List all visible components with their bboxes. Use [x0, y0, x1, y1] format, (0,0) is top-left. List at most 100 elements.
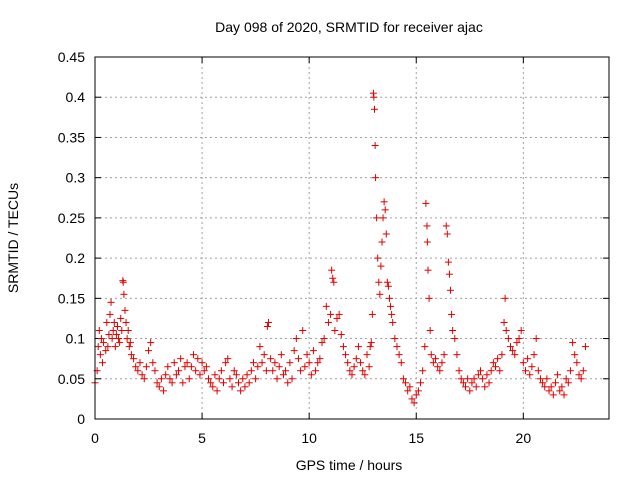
data-point	[126, 339, 134, 347]
y-tick-label: 0.3	[66, 170, 86, 186]
data-point	[365, 363, 373, 371]
data-point	[309, 347, 317, 355]
y-tick-label: 0	[77, 411, 85, 427]
data-point	[541, 383, 549, 391]
data-point	[249, 359, 257, 367]
data-point	[187, 363, 195, 371]
y-tick-label: 0.05	[58, 371, 85, 387]
data-point	[440, 351, 448, 359]
data-point	[305, 359, 313, 367]
data-points	[91, 89, 589, 407]
data-point	[100, 339, 108, 347]
data-point	[379, 214, 387, 222]
data-point	[172, 371, 180, 379]
data-point	[107, 298, 115, 306]
data-point	[322, 302, 330, 310]
data-point	[282, 367, 290, 375]
data-point	[299, 327, 307, 335]
data-point	[205, 375, 213, 383]
data-point	[408, 395, 416, 403]
data-point	[142, 363, 150, 371]
data-point	[198, 359, 206, 367]
x-tick-label: 10	[301, 430, 317, 446]
data-point	[124, 327, 132, 335]
data-point	[155, 383, 163, 391]
data-point	[406, 383, 414, 391]
data-point	[363, 351, 371, 359]
data-point	[455, 367, 463, 375]
data-point	[312, 367, 320, 375]
data-point	[118, 327, 126, 335]
data-point	[521, 367, 529, 375]
data-point	[232, 371, 240, 379]
data-point	[297, 367, 305, 375]
data-point	[234, 379, 242, 387]
data-point	[372, 174, 380, 182]
data-point	[103, 318, 111, 326]
data-point	[442, 222, 450, 230]
data-point	[368, 310, 376, 318]
data-point	[247, 367, 255, 375]
data-point	[378, 238, 386, 246]
data-point	[121, 306, 129, 314]
data-point	[254, 363, 262, 371]
data-point	[168, 379, 176, 387]
data-point	[517, 327, 525, 335]
data-point	[328, 266, 336, 274]
data-point	[438, 359, 446, 367]
data-point	[284, 379, 292, 387]
data-point	[543, 375, 551, 383]
data-point	[423, 238, 431, 246]
data-point	[374, 254, 382, 262]
data-point	[506, 343, 514, 351]
data-point	[181, 363, 189, 371]
data-point	[509, 347, 517, 355]
data-point	[434, 363, 442, 371]
data-point	[271, 359, 279, 367]
data-point	[164, 363, 172, 371]
data-point	[275, 363, 283, 371]
data-point	[160, 387, 168, 395]
data-point	[222, 359, 230, 367]
data-point	[292, 335, 300, 343]
y-tick-label: 0.15	[58, 290, 85, 306]
data-point	[256, 343, 264, 351]
data-point	[389, 318, 397, 326]
data-point	[162, 371, 170, 379]
data-point	[117, 314, 125, 322]
data-point	[443, 230, 451, 238]
data-point	[122, 318, 130, 326]
data-point	[421, 343, 429, 351]
data-point	[566, 367, 574, 375]
data-point	[273, 375, 281, 383]
data-point	[410, 399, 418, 407]
data-point	[560, 391, 568, 399]
data-point	[330, 278, 338, 286]
data-point	[445, 270, 453, 278]
data-point	[110, 318, 118, 326]
data-point	[207, 379, 215, 387]
data-point	[370, 105, 378, 113]
data-point	[387, 302, 395, 310]
data-point	[357, 359, 365, 367]
data-point	[530, 351, 538, 359]
data-point	[373, 214, 381, 222]
data-point	[307, 371, 315, 379]
data-point	[371, 141, 379, 149]
data-point	[192, 367, 200, 375]
data-point	[402, 379, 410, 387]
data-point	[294, 355, 302, 363]
data-point	[395, 351, 403, 359]
data-point	[202, 363, 210, 371]
data-point	[209, 383, 217, 391]
data-point	[196, 371, 204, 379]
data-point	[464, 375, 472, 383]
data-point	[183, 359, 191, 367]
data-point	[399, 375, 407, 383]
data-point	[385, 294, 393, 302]
data-point	[279, 371, 287, 379]
data-point	[571, 351, 579, 359]
data-point	[327, 310, 335, 318]
data-point	[459, 379, 467, 387]
data-point	[342, 351, 350, 359]
